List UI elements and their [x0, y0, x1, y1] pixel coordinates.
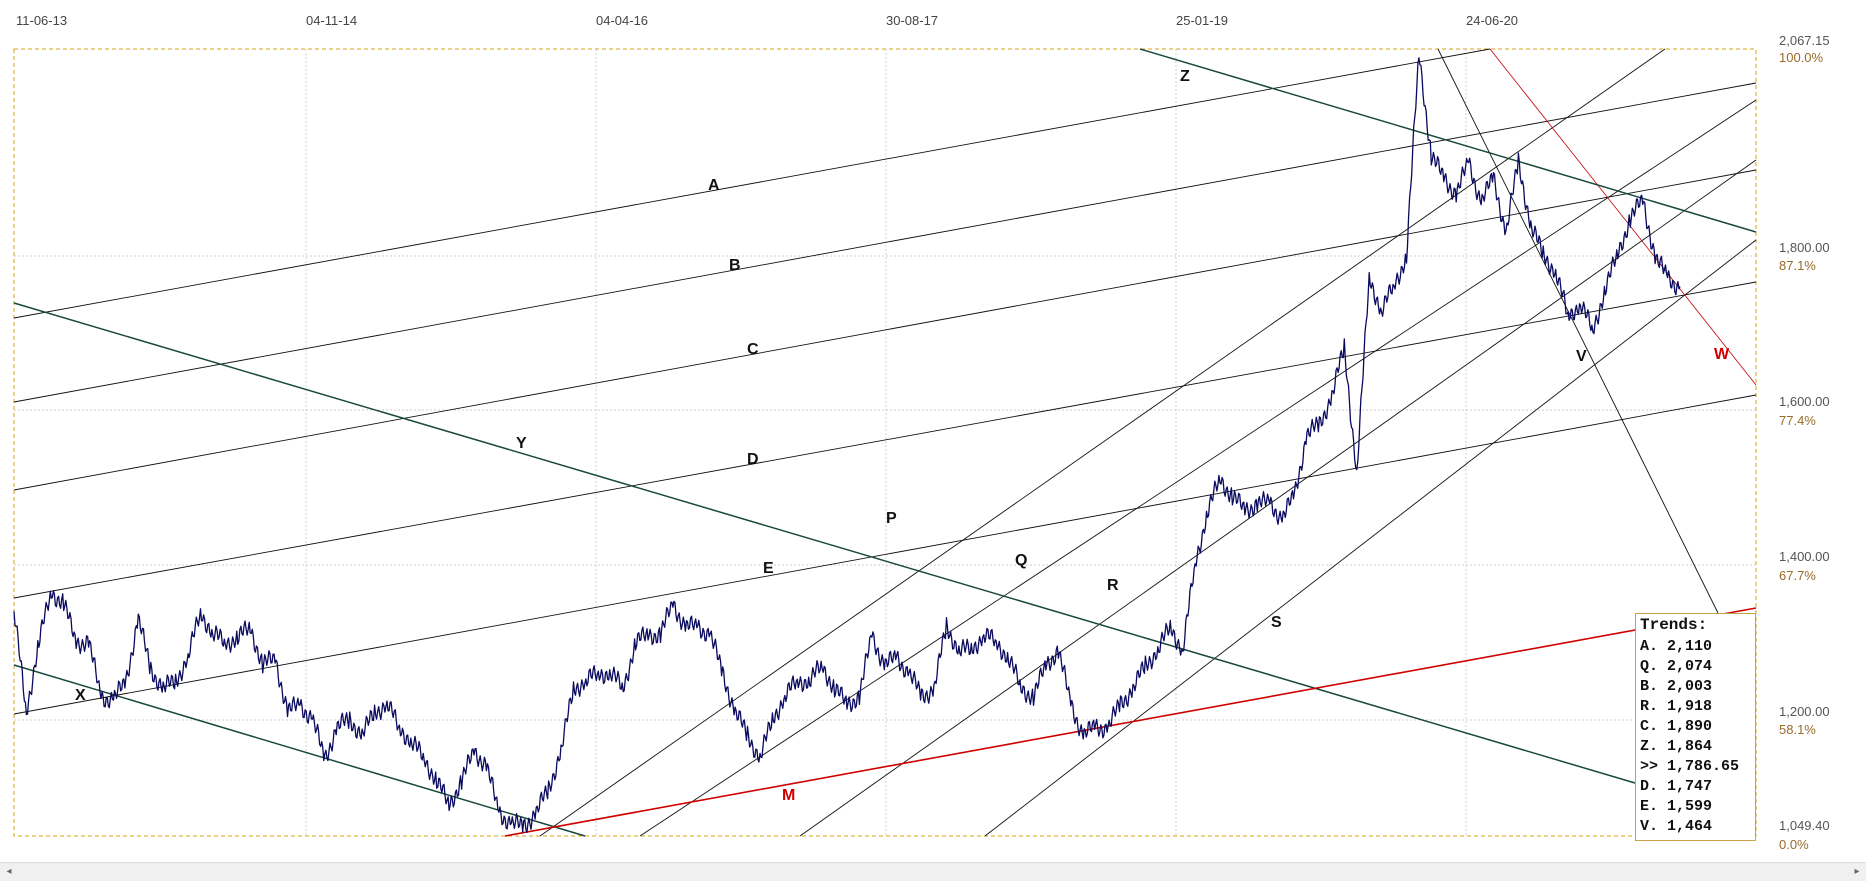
y-pct-label: 77.4% — [1779, 413, 1816, 428]
x-tick-label: 04-11-14 — [306, 13, 357, 28]
trend-line-a — [13, 48, 1491, 319]
trend-line-y — [13, 302, 1636, 784]
x-tick-label: 25-01-19 — [1176, 13, 1228, 28]
trend-label-y: Y — [516, 435, 527, 452]
x-axis: 11-06-13 04-11-14 04-04-16 30-08-17 25-0… — [16, 13, 1518, 28]
trend-label-p: P — [886, 510, 897, 527]
trend-label-q: Q — [1015, 552, 1027, 569]
vertical-grid — [305, 49, 1467, 836]
price-series-line — [13, 57, 1681, 833]
trend-line-d — [13, 281, 1757, 599]
trend-line-b — [13, 82, 1757, 403]
trend-label-e: E — [763, 560, 774, 577]
trend-label-v: V — [1576, 348, 1587, 365]
trend-line-z — [1139, 48, 1757, 233]
trend-label-m: M — [782, 787, 795, 804]
x-tick-label: 24-06-20 — [1466, 13, 1518, 28]
y-pct-label: 100.0% — [1779, 50, 1824, 65]
scroll-left-arrow-icon[interactable]: ◂ — [6, 866, 12, 877]
horizontal-scrollbar[interactable]: ◂ ▸ — [0, 862, 1866, 881]
y-tick-label: 1,600.00 — [1779, 394, 1830, 409]
trend-row: R. 1,918 — [1640, 698, 1713, 715]
plot-frame — [13, 48, 1757, 837]
trend-line-s — [984, 239, 1757, 837]
trend-label-x: X — [75, 687, 86, 704]
y-pct-label: 58.1% — [1779, 722, 1816, 737]
trend-line-e — [13, 394, 1757, 715]
y-tick-label: 1,800.00 — [1779, 240, 1830, 255]
trend-label-w: W — [1714, 346, 1730, 363]
y-tick-label: 2,067.15 — [1779, 33, 1830, 48]
trend-row: B. 2,003 — [1640, 678, 1713, 695]
horizontal-grid — [14, 255, 1756, 721]
trend-line-x — [13, 664, 586, 837]
x-tick-label: 04-04-16 — [596, 13, 648, 28]
y-pct-label: 87.1% — [1779, 258, 1816, 273]
trend-label-c: C — [747, 341, 759, 358]
trend-row: A. 2,110 — [1640, 638, 1713, 655]
trend-row: V. 1,464 — [1640, 818, 1713, 835]
x-tick-label: 30-08-17 — [886, 13, 938, 28]
trend-row: Q. 2,074 — [1640, 658, 1713, 675]
trend-label-s: S — [1271, 614, 1282, 631]
trend-line-w — [1489, 48, 1757, 386]
trend-row: E. 1,599 — [1640, 798, 1713, 815]
y-tick-label: 1,400.00 — [1779, 549, 1830, 564]
y-axis: 2,067.15 100.0% 1,800.00 87.1% 1,600.00 … — [1779, 33, 1830, 852]
trend-labels: A B C D E P Q R S V W X Y Z M — [75, 68, 1730, 804]
trend-row: D. 1,747 — [1640, 778, 1713, 795]
scroll-right-arrow-icon[interactable]: ▸ — [1854, 866, 1860, 877]
y-pct-label: 67.7% — [1779, 568, 1816, 583]
x-tick-label: 11-06-13 — [16, 13, 67, 28]
price-series — [13, 57, 1681, 833]
trend-row: C. 1,890 — [1640, 718, 1713, 735]
trend-lines — [13, 48, 1757, 837]
y-tick-label: 1,200.00 — [1779, 704, 1830, 719]
trends-title: Trends: — [1640, 616, 1708, 634]
y-tick-label: 1,049.40 — [1779, 818, 1830, 833]
trend-row-current: >> 1,786.65 — [1640, 758, 1740, 775]
trend-label-d: D — [747, 451, 759, 468]
trend-label-b: B — [729, 257, 741, 274]
trend-line-v — [1437, 48, 1719, 614]
trend-line-p — [539, 48, 1666, 837]
trend-label-z: Z — [1180, 68, 1190, 85]
trend-line-m — [504, 607, 1757, 837]
trend-row: Z. 1,864 — [1640, 738, 1713, 755]
trends-panel: Trends: A. 2,110 Q. 2,074 B. 2,003 R. 1,… — [1635, 613, 1756, 841]
trend-line-r — [799, 159, 1757, 837]
trend-label-r: R — [1107, 577, 1119, 594]
trend-label-a: A — [708, 177, 720, 194]
y-pct-label: 0.0% — [1779, 837, 1809, 852]
trend-line-q — [639, 99, 1757, 837]
trend-line-c — [13, 169, 1757, 491]
